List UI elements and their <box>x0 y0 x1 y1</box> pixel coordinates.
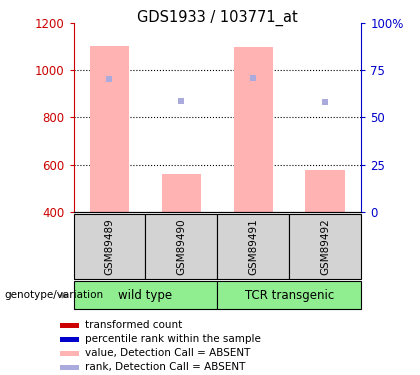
Text: rank, Detection Call = ABSENT: rank, Detection Call = ABSENT <box>85 362 245 372</box>
Text: percentile rank within the sample: percentile rank within the sample <box>85 334 260 344</box>
Text: GSM89491: GSM89491 <box>248 218 258 275</box>
Bar <box>74 281 218 309</box>
Bar <box>162 174 201 212</box>
Bar <box>305 170 345 212</box>
Bar <box>218 281 361 309</box>
Text: GSM89489: GSM89489 <box>105 218 115 275</box>
Text: genotype/variation: genotype/variation <box>4 290 103 300</box>
Bar <box>145 214 218 279</box>
Text: value, Detection Call = ABSENT: value, Detection Call = ABSENT <box>85 348 250 358</box>
Text: GSM89492: GSM89492 <box>320 218 330 275</box>
Bar <box>60 351 79 355</box>
Text: TCR transgenic: TCR transgenic <box>245 289 334 302</box>
Text: GDS1933 / 103771_at: GDS1933 / 103771_at <box>137 9 298 26</box>
Bar <box>90 46 129 212</box>
Text: wild type: wild type <box>118 289 173 302</box>
Bar <box>60 365 79 370</box>
Bar <box>60 323 79 328</box>
Bar <box>218 214 289 279</box>
Bar <box>289 214 361 279</box>
Text: transformed count: transformed count <box>85 321 182 330</box>
Bar <box>60 337 79 342</box>
Text: GSM89490: GSM89490 <box>176 218 186 275</box>
Bar <box>234 47 273 212</box>
Bar <box>74 214 145 279</box>
